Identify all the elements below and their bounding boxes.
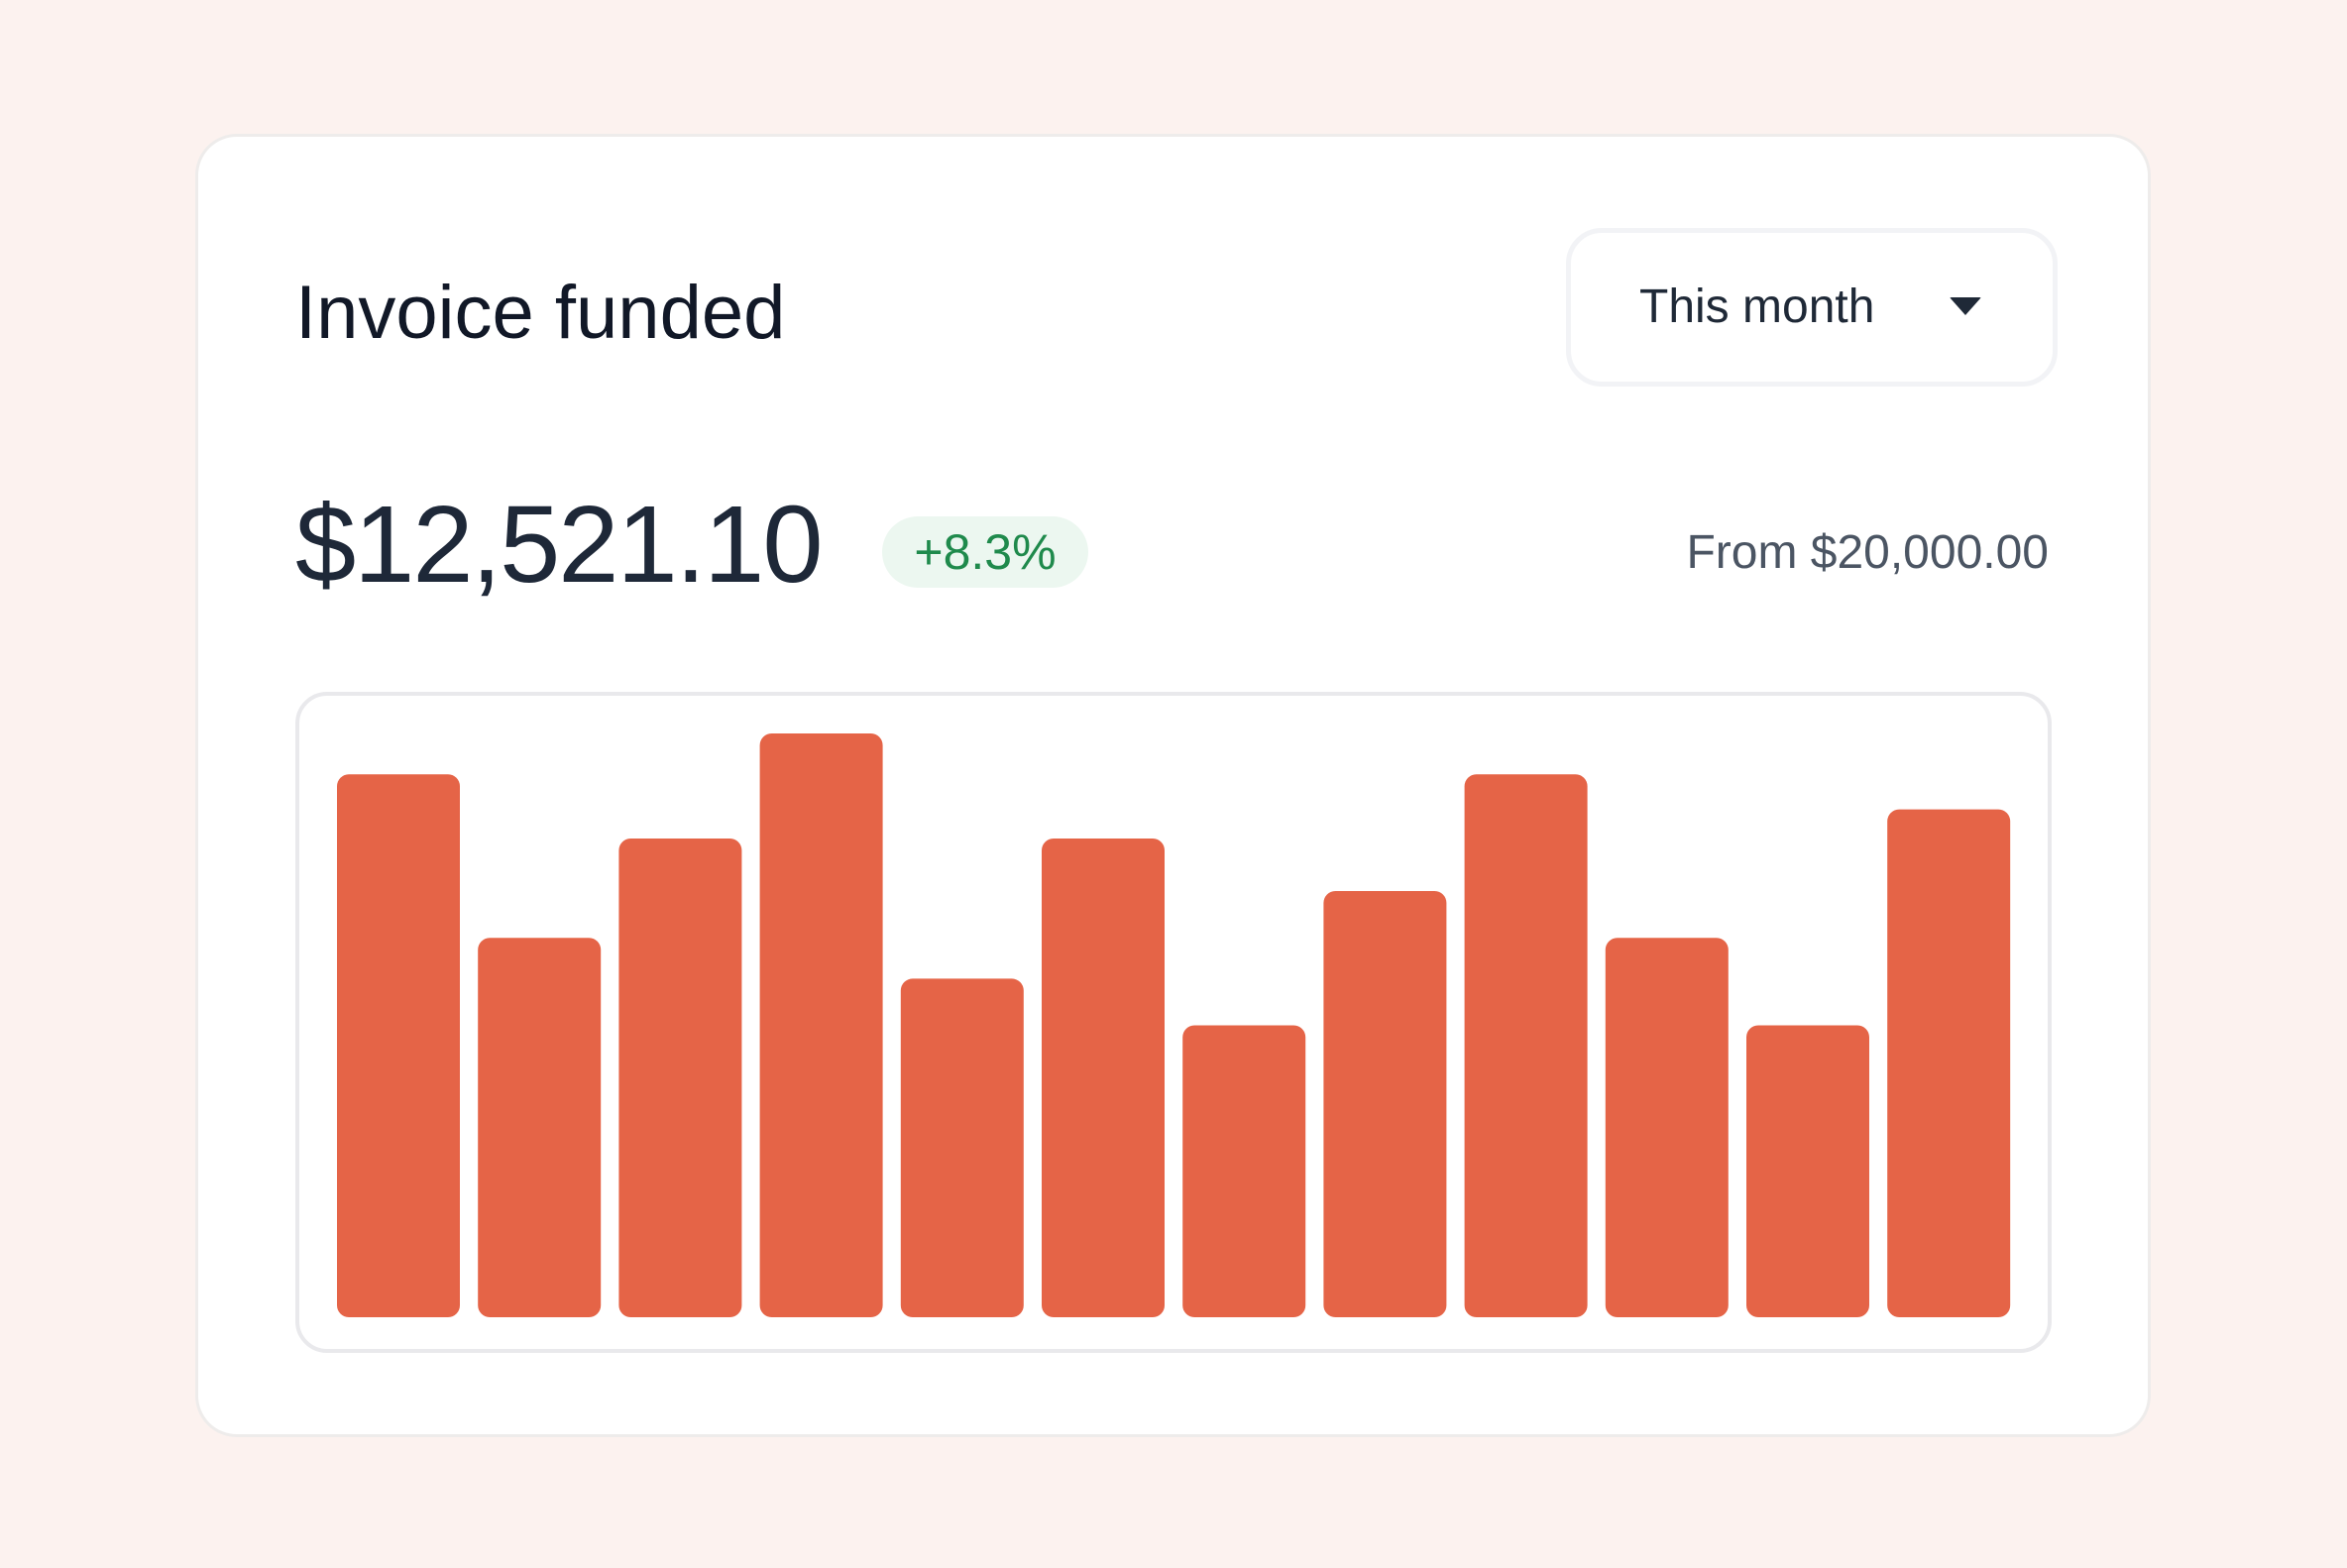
bar-12 [1887,809,2011,1317]
period-dropdown[interactable]: This month [1566,228,2058,387]
change-badge: +8.3% [882,516,1088,588]
bar-1 [337,774,460,1317]
bar-6 [1042,839,1165,1317]
funded-amount: $12,521.10 [295,484,824,606]
bar-10 [1605,938,1729,1317]
bar-chart [295,692,2052,1353]
bar-2 [478,938,602,1317]
bar-8 [1323,891,1447,1317]
bar-9 [1464,774,1588,1317]
bar-5 [900,978,1024,1317]
invoice-funded-card: Invoice funded This month $12,521.10 +8.… [195,134,2151,1437]
bar-3 [618,839,742,1317]
bar-chart-svg [337,733,2011,1317]
bar-11 [1746,1025,1869,1317]
period-dropdown-label: This month [1639,280,1875,333]
bar-7 [1182,1025,1306,1317]
bar-4 [759,733,883,1317]
caret-down-icon [1950,297,1981,315]
from-amount: From $20,000.00 [1686,526,2049,579]
card-title: Invoice funded [295,271,786,355]
